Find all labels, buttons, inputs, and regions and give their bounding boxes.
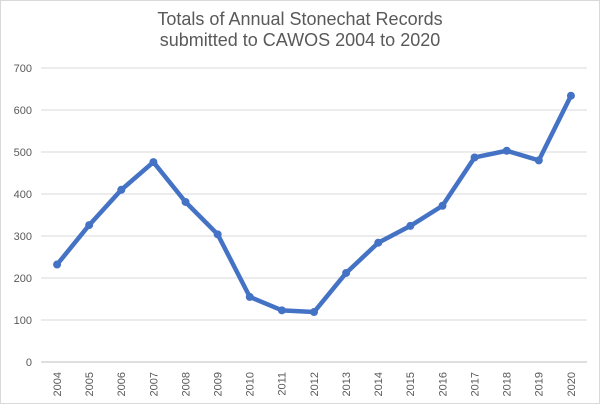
series-layer [53,91,575,317]
x-tick-label: 2015 [405,372,417,396]
x-tick-label: 2008 [180,372,192,396]
gridlines [41,67,587,321]
x-tick-label: 2019 [534,372,546,396]
chart-title: Totals of Annual Stonechat Records submi… [1,9,599,51]
y-tick-label: 400 [14,189,32,201]
data-point [470,153,479,162]
x-tick-label: 2011 [277,372,289,396]
x-tick-label: 2005 [84,372,96,396]
data-point [502,146,511,155]
data-point [277,306,286,315]
x-tick-label: 2017 [469,372,481,396]
data-point [213,230,222,239]
data-point [438,201,447,210]
chart-title-line-1: Totals of Annual Stonechat Records [157,9,443,29]
data-point [342,268,351,277]
x-tick-label: 2007 [148,372,160,396]
x-tick-label: 2014 [373,372,385,396]
data-point [181,197,190,206]
x-tick-label: 2012 [309,372,321,396]
data-point [566,91,575,100]
series-line [54,93,574,315]
data-point [406,221,415,230]
data-point [85,221,94,230]
x-axis: 2004 2005 2006 2007 2008 2009 2010 2011 2012 2013… [41,361,587,396]
x-tick-label: 2010 [245,372,257,396]
y-tick-label: 500 [14,147,32,159]
y-tick-label: 600 [14,105,32,117]
x-tick-label: 2018 [502,372,514,396]
x-tick-label: 2013 [341,372,353,396]
data-point [310,308,318,317]
y-tick-label: 200 [14,273,32,285]
y-tick-label: 700 [14,63,32,75]
data-point [53,260,62,269]
x-tick-label: 2006 [116,372,128,396]
data-point [117,185,126,194]
x-tick-label: 2016 [437,372,449,396]
x-tick-label: 2020 [566,372,578,396]
y-tick-label: 300 [14,231,32,243]
x-tick-label: 2004 [52,372,64,396]
y-tick-label: 100 [14,315,32,327]
x-tick-label: 2009 [212,372,224,396]
data-point [374,238,383,247]
y-axis: 0 100 200 300 400 500 600 700 [14,63,32,369]
data-point [534,156,543,165]
y-tick-label: 0 [26,357,32,369]
data-point [149,158,158,167]
data-point [245,292,254,301]
chart-title-line-2: submitted to CAWOS 2004 to 2020 [159,30,441,50]
